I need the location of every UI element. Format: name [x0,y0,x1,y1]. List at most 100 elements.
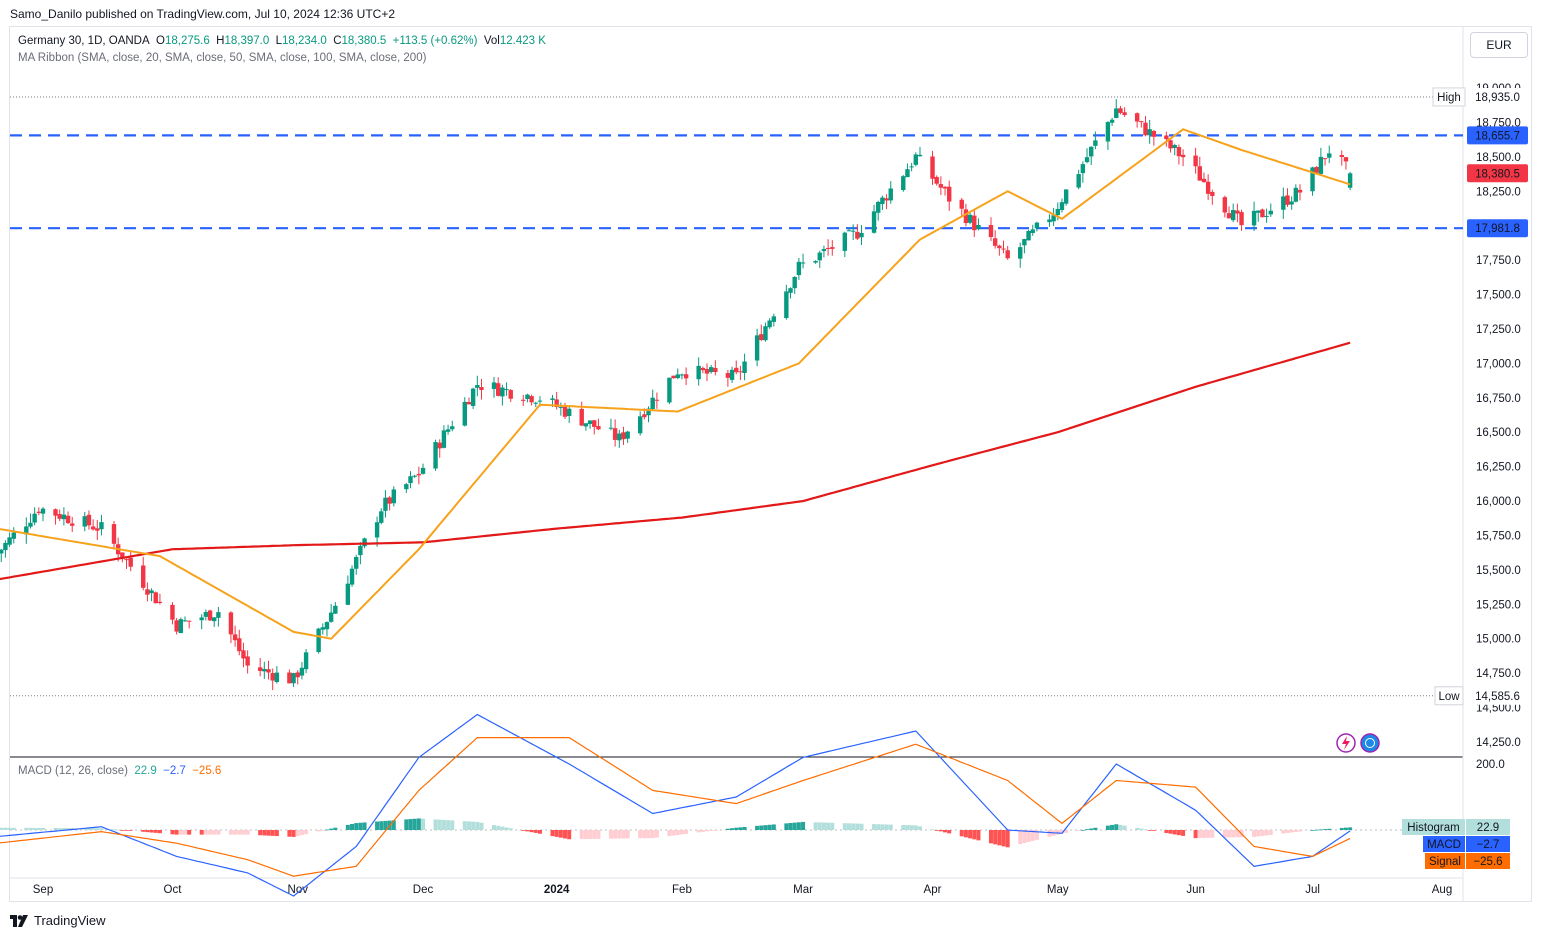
macd-histogram-bar [943,830,948,833]
candle-body [1093,140,1098,146]
globe-icon[interactable] [1360,733,1380,753]
time-tick: Sep [33,884,53,896]
candle-body [612,428,618,440]
macd-histogram-bar [1343,827,1348,830]
high-label: H [216,35,225,47]
macd-histogram-bar [408,819,413,830]
candle-body [295,672,300,678]
candle-body [992,238,998,246]
macd-histogram-bar [579,830,584,840]
candle-body [408,476,413,484]
macd-histogram-bar [421,818,426,830]
macd-histogram-bar [1022,830,1027,844]
candle-body [1172,145,1177,148]
macd-histogram-bar [583,830,588,840]
candle-body [212,617,217,622]
price-tick: 17,000.0 [1476,358,1521,370]
macd-histogram-bar [446,820,451,830]
candle-body [880,197,885,205]
macd-histogram-bar [1323,829,1328,830]
macd-histogram-bar [412,818,417,830]
macd-legend[interactable]: MACD (12, 26, close) 22.9 −2.7 −25.6 [18,765,221,777]
macd-histogram-bar [859,823,864,830]
macd-histogram-bar [675,830,680,835]
candle-body [1339,155,1344,157]
symbol-name[interactable]: Germany 30, 1D, OANDA [18,35,150,47]
price-tick: 14,250.0 [1476,737,1521,749]
candle-body [942,186,948,189]
candle-body [1318,156,1324,174]
macd-histogram-bar [592,830,597,839]
macd-histogram-bar [684,830,689,834]
macd-histogram-bar [713,830,718,831]
candle-body [759,334,764,340]
candle-body [495,383,501,396]
candle-body [796,261,802,276]
candle-body [262,668,267,672]
macd-histogram-bar [763,825,768,830]
candle-body [592,420,597,427]
macd-histogram-bar [705,830,710,832]
candle-body [1285,195,1290,205]
candle-body [642,414,647,418]
macd-histogram-bar [917,826,922,830]
candle-body [1343,157,1349,162]
tradingview-logo[interactable]: TradingView [10,913,106,928]
macd-histogram-bar [642,830,647,839]
macd-histogram-bar [842,823,847,830]
macd-histogram-bar [1193,830,1198,839]
candle-body [1063,189,1069,204]
macd-histogram-bar [1105,825,1110,830]
macd-histogram-bar [350,823,355,830]
candle-body [708,367,714,372]
macd-histogram-bar [1256,830,1261,837]
currency-button[interactable]: EUR [1470,32,1528,58]
macd-histogram-bar [291,830,296,837]
macd-histogram-bar [1231,830,1236,838]
macd-histogram-bar [153,830,158,833]
candle-body [842,232,848,251]
candle-body [237,638,242,652]
candle-body [850,230,856,232]
macd-histogram-bar [529,830,534,833]
candle-body [679,374,685,376]
indicator-legend[interactable]: MA Ribbon (SMA, close, 20, SMA, close, 5… [18,52,427,64]
candle-body [1264,215,1269,217]
macd-histogram-bar [550,830,555,837]
candle-body [1260,209,1265,218]
candle-body [203,612,209,617]
candle-body [199,617,204,621]
macd-histogram-bar [53,828,58,830]
macd-histogram-bar [245,830,250,835]
candle-body [1164,135,1169,140]
macd-tick: 200.0 [1476,759,1505,771]
candle-body [1230,210,1236,221]
price-tick: 15,250.0 [1476,599,1521,611]
macd-histogram-bar [851,823,856,830]
vol-label: Vol [483,35,500,47]
candle-body [412,475,417,477]
macd-histogram-bar [554,830,559,837]
candle-body [466,401,472,405]
time-tick: Oct [164,884,183,896]
macd-histogram-bar [679,830,684,835]
macd-histogram-bar [475,821,480,830]
macd-histogram-bar [525,830,530,832]
candle-body [621,432,626,440]
price-tick: 17,250.0 [1476,324,1521,336]
macd-histogram-bar [1064,830,1069,833]
chart-frame [9,26,1532,902]
high-value-tag: 18,935.0 [1475,92,1520,104]
price-tick: 17,750.0 [1476,255,1521,267]
macd-histogram-bar [563,830,568,839]
macd-histogram-bar [742,826,747,830]
candle-body [583,423,589,427]
macd-histogram-bar [830,822,835,830]
macd-histogram-bar [801,821,806,830]
candle-body [387,497,392,504]
macd-histogram-bar [1122,825,1127,830]
macd-histogram-bar [128,830,133,831]
macd-histogram-bar [95,828,100,830]
macd-histogram-bar [621,830,626,839]
